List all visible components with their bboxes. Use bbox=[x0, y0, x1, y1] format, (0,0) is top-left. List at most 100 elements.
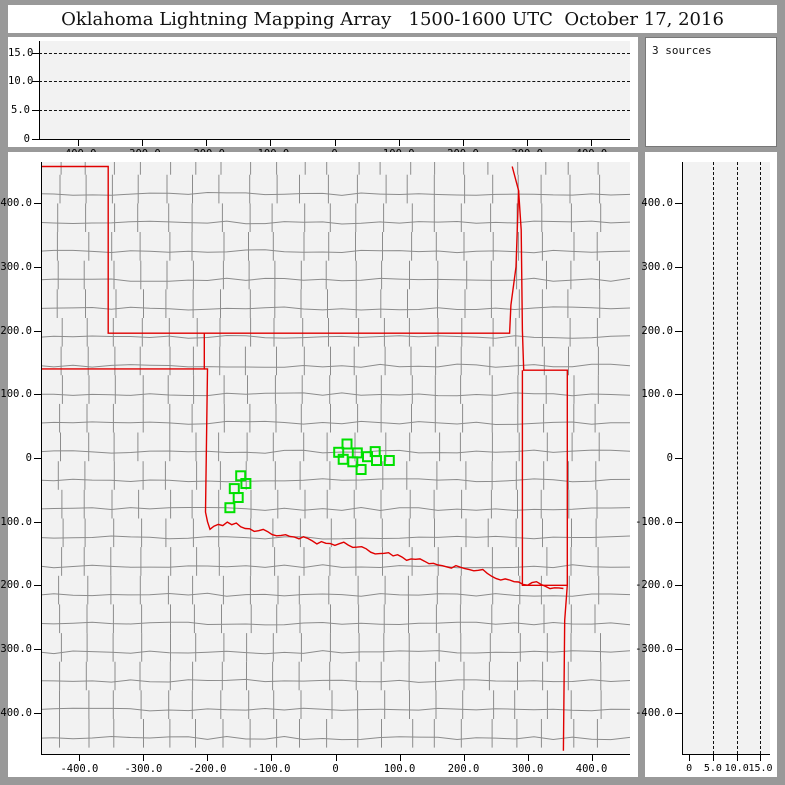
y-tick-label: 200.0 bbox=[641, 324, 673, 337]
x-tick bbox=[143, 754, 145, 761]
x-tick bbox=[527, 139, 529, 146]
y-tick-label: 400.0 bbox=[641, 197, 673, 210]
y-tick bbox=[34, 267, 42, 269]
x-tick bbox=[591, 139, 593, 146]
x-tick bbox=[399, 754, 401, 761]
lightning-source-marker bbox=[232, 492, 244, 503]
x-tick bbox=[79, 754, 81, 761]
x-tick bbox=[271, 754, 273, 761]
height-profile-x-axis bbox=[682, 754, 770, 755]
y-tick bbox=[675, 203, 683, 205]
y-tick bbox=[675, 394, 683, 396]
lightning-source-marker bbox=[351, 447, 363, 459]
lightning-source-marker bbox=[240, 478, 252, 489]
y-tick bbox=[32, 52, 40, 54]
x-tick-label: 400.0 bbox=[575, 763, 608, 775]
x-tick-label: 0 bbox=[686, 763, 693, 774]
x-tick bbox=[712, 754, 714, 761]
y-tick bbox=[34, 394, 42, 396]
y-tick bbox=[675, 521, 683, 523]
x-tick-label: 5.0 bbox=[703, 763, 722, 774]
y-tick-label: -100.0 bbox=[0, 515, 32, 528]
x-tick bbox=[462, 139, 464, 146]
x-tick bbox=[398, 139, 400, 146]
y-tick bbox=[675, 267, 683, 269]
y-tick-label: 0 bbox=[23, 133, 30, 145]
y-tick bbox=[34, 521, 42, 523]
y-tick-label: 0 bbox=[25, 452, 32, 464]
y-tick-label: 0 bbox=[666, 452, 673, 464]
y-tick-label: 10.0 bbox=[8, 75, 34, 88]
x-tick bbox=[77, 139, 79, 146]
gridline-vertical bbox=[712, 162, 714, 754]
y-tick-label: 300.0 bbox=[641, 261, 673, 274]
lightning-source-markers bbox=[224, 438, 395, 514]
x-tick-label: 0 bbox=[332, 763, 339, 775]
x-tick-label: -100.0 bbox=[252, 763, 291, 775]
y-tick-label: 100.0 bbox=[0, 388, 32, 401]
y-tick bbox=[34, 712, 42, 714]
gridline-horizontal bbox=[39, 52, 630, 54]
y-tick bbox=[675, 330, 683, 332]
x-tick bbox=[591, 754, 593, 761]
x-tick bbox=[270, 139, 272, 146]
plan-view-map-panel: 400.0 300.0 200.0 100.0 0 -100.0 -200.0 -300.0 -… bbox=[0, 152, 638, 777]
lightning-source-marker bbox=[341, 438, 353, 450]
page-title: Oklahoma Lightning Mapping Array 1500-16… bbox=[61, 8, 724, 30]
lightning-source-marker bbox=[224, 502, 236, 514]
x-tick-label: 10.0 bbox=[724, 763, 749, 774]
y-tick bbox=[34, 203, 42, 205]
y-tick-label: 400.0 bbox=[0, 197, 32, 210]
y-tick-label: 100.0 bbox=[641, 388, 673, 401]
x-tick bbox=[463, 754, 465, 761]
lightning-source-marker bbox=[383, 455, 395, 466]
y-tick-label: -400.0 bbox=[0, 706, 32, 719]
x-tick-label: -200.0 bbox=[188, 763, 227, 775]
x-tick bbox=[760, 754, 762, 761]
height-profile-panel: 400.0 300.0 200.0 100.0 0 -100.0 -200.0 -300.0 -… bbox=[635, 152, 777, 777]
lightning-source-marker bbox=[355, 464, 367, 475]
x-tick-label: 100.0 bbox=[383, 763, 416, 775]
x-tick bbox=[527, 754, 529, 761]
y-tick bbox=[675, 585, 683, 587]
x-tick bbox=[141, 139, 143, 146]
y-tick-label: 5.0 bbox=[11, 104, 30, 117]
time-height-panel: 05.010.015.0-400.0-300.0-200.0-100.00100… bbox=[8, 37, 638, 160]
sources-info-panel: 3 sources bbox=[645, 37, 777, 147]
y-tick-label: -200.0 bbox=[635, 579, 673, 592]
x-tick-label: 200.0 bbox=[447, 763, 480, 775]
y-tick-label: 300.0 bbox=[0, 261, 32, 274]
y-tick bbox=[34, 648, 42, 650]
height-profile-plot-area bbox=[682, 162, 770, 754]
x-tick-label: 300.0 bbox=[511, 763, 544, 775]
y-tick bbox=[32, 139, 40, 140]
y-tick-label: -100.0 bbox=[635, 515, 673, 528]
county-boundary-lines bbox=[41, 162, 630, 748]
y-tick bbox=[32, 110, 40, 112]
lightning-source-marker bbox=[371, 455, 382, 466]
y-tick-label: 200.0 bbox=[0, 324, 32, 337]
x-tick bbox=[206, 139, 208, 146]
x-tick bbox=[207, 754, 209, 761]
gridline-horizontal bbox=[39, 81, 630, 83]
gridline-horizontal bbox=[39, 110, 630, 112]
time-height-plot-area bbox=[39, 41, 630, 139]
y-tick bbox=[675, 648, 683, 650]
x-tick bbox=[335, 754, 337, 761]
x-tick bbox=[689, 754, 691, 761]
y-tick bbox=[32, 81, 40, 83]
y-tick-label: -300.0 bbox=[635, 642, 673, 655]
time-height-y-axis bbox=[39, 41, 40, 139]
y-tick-label: 15.0 bbox=[8, 46, 34, 59]
x-tick-label: -400.0 bbox=[60, 763, 99, 775]
source-count-label: 3 sources bbox=[652, 44, 712, 57]
y-tick bbox=[675, 458, 683, 459]
y-tick bbox=[675, 712, 683, 714]
x-tick-label: 15.0 bbox=[748, 763, 773, 774]
lightning-source-marker bbox=[228, 483, 240, 495]
gridline-vertical bbox=[760, 162, 762, 754]
x-tick bbox=[334, 139, 336, 146]
y-tick-label: -400.0 bbox=[635, 706, 673, 719]
plan-view-plot-area[interactable] bbox=[41, 162, 630, 754]
